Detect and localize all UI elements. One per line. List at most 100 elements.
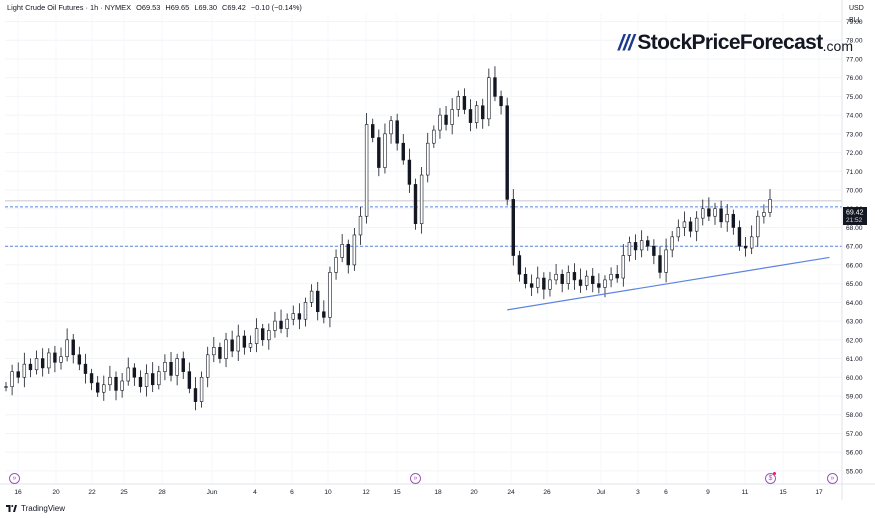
unit-label[interactable]: BLL (849, 17, 862, 24)
x-tick-label: 20 (52, 489, 60, 496)
alert-dot-icon (773, 472, 776, 475)
y-tick-label: 75.00 (846, 94, 863, 101)
candle-body (499, 96, 503, 107)
candle-body (407, 159, 412, 185)
candle-body (187, 371, 192, 389)
candle-body (731, 214, 736, 228)
y-tick-label: 62.00 (846, 337, 863, 344)
candle-body (16, 371, 20, 378)
candle-body (340, 244, 344, 258)
y-tick-label: 63.00 (846, 319, 863, 326)
candle-body (572, 272, 577, 281)
candle-body (383, 133, 387, 168)
candle-body (218, 347, 222, 359)
candle-body (71, 339, 75, 356)
candle-body (597, 283, 601, 288)
candle-body (285, 318, 289, 329)
candle-body (28, 363, 33, 371)
candle-body (670, 236, 674, 251)
candle-body (254, 328, 259, 344)
candle-body (89, 373, 94, 384)
candle-body (707, 208, 711, 217)
candle-body (688, 221, 693, 232)
candle-body (450, 109, 454, 125)
candle-body (65, 339, 69, 357)
candle-body (181, 358, 185, 372)
candle-body (676, 227, 681, 238)
candle-body (193, 388, 198, 402)
candle-body (658, 255, 662, 273)
ascending-trendline[interactable] (507, 256, 830, 311)
trendline-layer[interactable] (507, 256, 830, 311)
y-tick-label: 61.00 (846, 356, 863, 363)
y-tick-label: 70.00 (846, 188, 863, 195)
x-tick-label: 3 (636, 489, 640, 496)
candle-body (523, 273, 528, 284)
candle-body (444, 114, 448, 125)
candle-body (462, 96, 467, 110)
candle-body (395, 120, 399, 144)
price-axis[interactable]: 55.00 56.00 57.00 58.00 59.00 60.00 61.00 62.00… (841, 0, 863, 500)
candle-body (578, 279, 583, 286)
candle-body (694, 217, 699, 232)
candle-body (10, 371, 14, 387)
grid (5, 14, 842, 484)
candle-body (621, 255, 626, 279)
instrument-title[interactable]: Light Crude Oil Futures · 1h · NYMEX (7, 3, 132, 12)
candle-body (419, 174, 424, 225)
candle-body (303, 302, 308, 320)
candle-body (554, 273, 558, 281)
candle-body (639, 240, 644, 251)
tradingview-label: TradingView (21, 504, 66, 513)
candle-body (713, 208, 717, 217)
candle-body (566, 272, 571, 284)
candle-body (627, 242, 632, 256)
brand-slashes-logo: /// (618, 30, 634, 55)
candle-body (682, 221, 687, 228)
candle-body (737, 227, 742, 247)
candle-body (413, 184, 418, 225)
double-chevron-right-icon[interactable]: » (827, 473, 838, 484)
tradingview-footer[interactable]: TradingView (6, 504, 65, 513)
x-tick-label: Jun (207, 489, 218, 496)
last-price-tag: 69.42 21:52 (843, 207, 867, 225)
double-chevron-right-icon[interactable]: » (9, 473, 20, 484)
y-tick-label: 55.00 (846, 468, 863, 475)
y-tick-label: 68.00 (846, 225, 863, 232)
candle-body (102, 384, 106, 393)
candle-body (584, 275, 589, 286)
dollar-alert-icon[interactable]: $ (765, 473, 776, 484)
candle-body (242, 335, 247, 348)
y-tick-label: 79.00 (846, 19, 863, 26)
last-price-value: 69.42 (846, 210, 864, 217)
candlestick-series (4, 66, 772, 411)
y-tick-label: 60.00 (846, 375, 863, 382)
candle-body (334, 257, 338, 273)
brand-watermark: /// StockPriceForecast .com (618, 30, 853, 56)
y-tick-label: 66.00 (846, 262, 863, 269)
candle-body (389, 120, 393, 135)
candle-body (487, 77, 491, 120)
candle-body (529, 283, 534, 288)
candle-body (481, 105, 485, 120)
candle-body (126, 367, 130, 382)
x-tick-label: 24 (507, 489, 515, 496)
candle-body (157, 371, 161, 386)
time-axis[interactable]: 16 20 22 25 28 Jun 4 6 10 12 15 18 20 24 26 Jul 3 6 9 11 15 1… (0, 483, 875, 496)
last-price-tag-bg (843, 207, 867, 225)
double-chevron-right-icon[interactable]: » (410, 473, 421, 484)
x-tick-label: 26 (543, 489, 551, 496)
candle-body (53, 352, 57, 363)
support-resistance-levels[interactable] (5, 200, 842, 247)
x-tick-label: 17 (815, 489, 823, 496)
candle-body (364, 124, 369, 217)
candle-body (40, 358, 45, 369)
candle-body (609, 273, 613, 281)
candle-body (4, 386, 8, 388)
y-tick-label: 77.00 (846, 56, 863, 63)
candle-body (199, 376, 204, 402)
y-tick-label: 58.00 (846, 412, 863, 419)
candle-body (560, 273, 564, 284)
candle-body (95, 382, 100, 393)
